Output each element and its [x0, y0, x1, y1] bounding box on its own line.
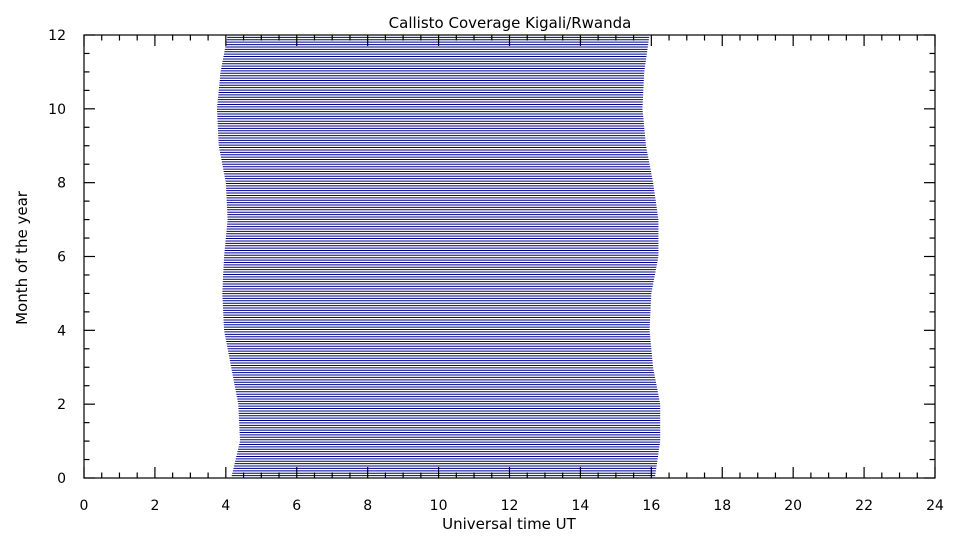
x-axis-label: Universal time UT — [442, 515, 577, 533]
x-tick-label: 6 — [292, 498, 301, 514]
y-tick-label: 4 — [57, 323, 66, 339]
x-tick-label: 16 — [642, 498, 660, 514]
x-tick-label: 0 — [80, 498, 89, 514]
x-tick-label: 12 — [501, 498, 519, 514]
y-tick-label: 6 — [57, 250, 66, 266]
x-tick-label: 24 — [926, 498, 944, 514]
y-tick-label: 10 — [48, 102, 66, 118]
x-tick-label: 2 — [150, 498, 159, 514]
x-tick-label: 20 — [784, 498, 802, 514]
x-tick-label: 4 — [221, 498, 230, 514]
chart-title: Callisto Coverage Kigali/Rwanda — [389, 14, 632, 32]
plot-frame — [83, 34, 936, 479]
x-tick-label: 14 — [572, 498, 590, 514]
x-tick-label: 8 — [363, 498, 372, 514]
y-tick-label: 8 — [57, 176, 66, 192]
y-tick-label: 2 — [57, 397, 66, 413]
coverage-lines — [216, 34, 661, 479]
x-tick-label: 10 — [430, 498, 448, 514]
x-tick-label: 22 — [855, 498, 873, 514]
y-axis-label: Month of the year — [13, 190, 31, 325]
y-tick-label: 12 — [48, 28, 66, 44]
x-tick-label: 18 — [713, 498, 731, 514]
y-tick-label: 0 — [57, 471, 66, 487]
